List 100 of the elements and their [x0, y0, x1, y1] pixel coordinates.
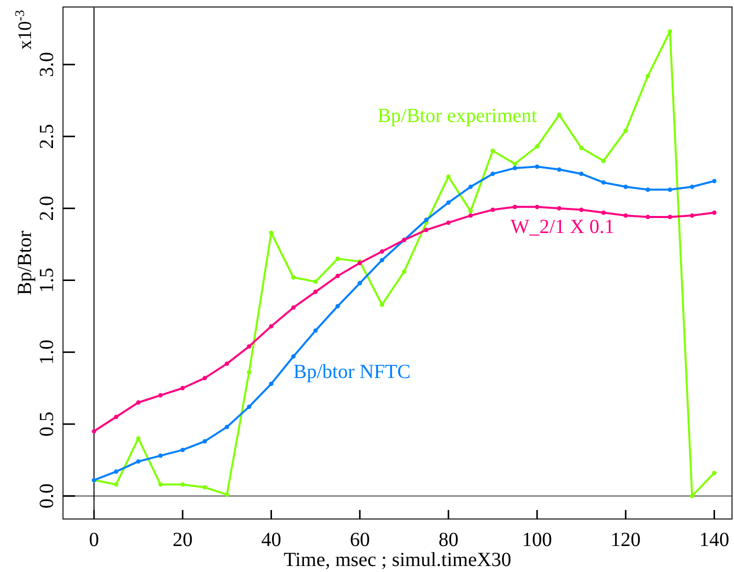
- x-tick-label: 100: [522, 529, 552, 551]
- y-tick-label: 2.5: [36, 124, 58, 149]
- point: [380, 302, 384, 307]
- point: [579, 146, 584, 150]
- point: [202, 485, 207, 490]
- point: [446, 174, 451, 179]
- point: [313, 290, 318, 294]
- point: [534, 164, 540, 169]
- point: [380, 258, 384, 262]
- y-tick-label: 3.0: [36, 52, 58, 78]
- point: [136, 400, 141, 405]
- point: [335, 274, 340, 278]
- x-tick-label: 20: [172, 529, 193, 551]
- point: [579, 208, 584, 212]
- point: [291, 305, 296, 310]
- x-tick-label: 60: [350, 529, 370, 551]
- point: [202, 439, 207, 444]
- point: [158, 393, 163, 398]
- point: [246, 344, 252, 349]
- point: [534, 204, 540, 210]
- point: [712, 470, 716, 476]
- point: [468, 213, 473, 218]
- point: [291, 354, 296, 359]
- point: [623, 213, 628, 218]
- point: [136, 459, 141, 464]
- series-label: Bp/btor NFTC: [293, 361, 411, 384]
- point: [512, 204, 518, 210]
- x-axis-title: Time, msec ; simul.timeX30: [284, 549, 512, 571]
- point: [712, 178, 716, 184]
- point: [114, 482, 118, 487]
- point: [424, 218, 428, 222]
- point: [623, 184, 628, 189]
- point: [446, 200, 451, 205]
- point: [668, 29, 672, 34]
- point: [158, 482, 163, 487]
- point: [158, 454, 163, 458]
- point: [512, 166, 518, 170]
- point: [601, 180, 606, 185]
- point: [668, 187, 672, 192]
- point: [269, 230, 274, 235]
- point: [180, 448, 185, 452]
- point: [180, 482, 185, 487]
- point: [646, 74, 650, 78]
- point: [601, 158, 606, 164]
- point: [623, 128, 628, 133]
- point: [92, 429, 96, 434]
- point: [490, 148, 495, 154]
- point: [468, 209, 473, 214]
- point: [269, 382, 274, 386]
- point: [180, 386, 185, 390]
- point: [579, 172, 584, 176]
- series-label: Bp/Btor experiment: [378, 105, 538, 128]
- point: [490, 172, 495, 176]
- y-tick-label: 0.0: [36, 483, 58, 508]
- y-tick-label: 2.0: [36, 196, 58, 221]
- series-label: W_2/1 X 0.1: [510, 216, 614, 238]
- x-tick-label: 0: [89, 529, 100, 551]
- point: [557, 167, 562, 172]
- point: [646, 214, 650, 220]
- point: [512, 162, 518, 166]
- point: [490, 208, 495, 212]
- point: [224, 361, 230, 366]
- point: [202, 376, 207, 380]
- point: [224, 492, 230, 497]
- point: [291, 275, 296, 280]
- point: [446, 220, 451, 225]
- point: [224, 424, 230, 430]
- point: [534, 144, 540, 149]
- point: [136, 436, 141, 441]
- point: [313, 328, 318, 333]
- point: [690, 494, 694, 498]
- point: [269, 324, 274, 328]
- point: [557, 206, 562, 211]
- y-tick-label: 1.0: [36, 340, 58, 365]
- point: [335, 256, 340, 261]
- point: [358, 280, 362, 286]
- point: [557, 112, 562, 118]
- point: [246, 370, 252, 375]
- x-tick-label: 80: [438, 529, 458, 551]
- x-tick-label: 120: [610, 529, 641, 551]
- point: [668, 214, 672, 220]
- y-tick-label: 0.5: [36, 412, 58, 437]
- point: [690, 213, 694, 218]
- point: [380, 249, 384, 254]
- point: [335, 304, 340, 308]
- y-axis-title: Bp/Btor: [14, 230, 36, 296]
- point: [114, 414, 118, 420]
- point: [424, 228, 428, 232]
- point: [601, 210, 606, 215]
- y-tick-label: 1.5: [36, 268, 58, 293]
- x-tick-label: 40: [261, 529, 282, 551]
- point: [313, 279, 318, 284]
- x-tick-label: 140: [699, 529, 730, 551]
- point: [402, 269, 406, 274]
- point: [114, 469, 118, 474]
- point: [646, 187, 650, 192]
- point: [246, 404, 252, 410]
- point: [690, 184, 694, 189]
- point: [712, 210, 716, 215]
- point: [468, 184, 473, 189]
